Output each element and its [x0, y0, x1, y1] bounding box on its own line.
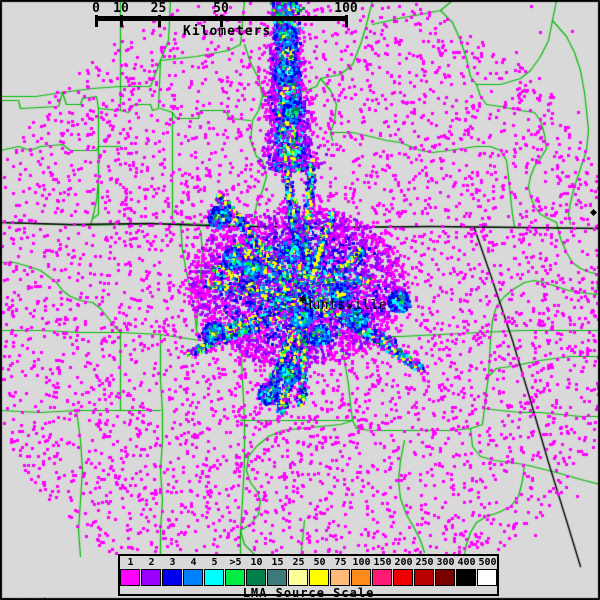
legend-swatch	[372, 569, 392, 586]
legend-title: LMA Source Scale	[242, 586, 375, 600]
legend-swatch-label: 1	[127, 557, 134, 568]
created-timestamp: Created 12/12/2012 5:44:11	[4, 575, 118, 600]
legend-swatch-label: 10	[250, 557, 263, 568]
created-label: Created	[4, 597, 118, 600]
legend-swatch-label: 4	[190, 557, 197, 568]
legend-label-row: 1 2 3 4 5 >5 10 15 25 50 75 100 150 200 250 300 400 500	[120, 557, 498, 568]
legend-swatch	[120, 569, 140, 586]
legend-swatch-label: 500	[478, 557, 497, 568]
legend-swatch	[309, 569, 329, 586]
legend-swatch	[393, 569, 413, 586]
scale-tick-label: 10	[113, 1, 129, 16]
legend-swatch	[225, 569, 245, 586]
legend-swatch	[456, 569, 476, 586]
legend-swatch-label: >5	[229, 557, 242, 568]
legend-swatch	[435, 569, 455, 586]
legend-swatch	[246, 569, 266, 586]
scale-tick	[157, 15, 161, 27]
legend-swatch-label: 75	[334, 557, 347, 568]
legend-swatch-label: 2	[148, 557, 155, 568]
legend-swatch-row	[120, 569, 498, 586]
legend-swatch-label: 50	[313, 557, 326, 568]
station-marker	[590, 209, 597, 216]
legend-swatch-label: 150	[373, 557, 392, 568]
star-marker: ✱	[299, 292, 307, 307]
legend-swatch-label: 100	[352, 557, 371, 568]
scale-tick-label: 50	[213, 1, 229, 16]
legend-swatch-label: 15	[271, 557, 284, 568]
scale-tick-label: 25	[150, 1, 167, 16]
legend-swatch	[162, 569, 182, 586]
legend-swatch	[183, 569, 203, 586]
legend-swatch-label: 25	[292, 557, 305, 568]
legend-swatch	[330, 569, 350, 586]
legend-swatch-label: 5	[211, 557, 218, 568]
legend-swatch	[267, 569, 287, 586]
scale-tick	[120, 15, 123, 27]
scale-tick-label: 100	[334, 1, 358, 16]
city-label-huntsville: Huntsville	[304, 298, 388, 313]
scale-tick-label: 0	[92, 1, 100, 16]
legend-swatch-label: 200	[394, 557, 413, 568]
legend-swatch-label: 250	[415, 557, 434, 568]
scale-bar-unit-label: Kilometers	[183, 24, 272, 39]
scale-bar-ticks	[95, 15, 348, 30]
scale-tick	[95, 15, 98, 27]
legend-swatch	[204, 569, 224, 586]
legend-swatch-label: 400	[457, 557, 476, 568]
legend-swatch-label: 300	[436, 557, 455, 568]
scale-tick	[220, 15, 223, 27]
legend-swatch	[351, 569, 371, 586]
legend-swatch	[414, 569, 434, 586]
scale-tick	[345, 15, 348, 27]
legend-swatch	[288, 569, 308, 586]
legend-swatch-label: 3	[169, 557, 176, 568]
legend-swatch	[477, 569, 497, 586]
legend-panel: 1 2 3 4 5 >5 10 15 25 50 75 100 150 200 250 300 400 500 L…	[118, 554, 499, 600]
scale-bar-labels: 0 10 25 50 100	[92, 0, 358, 16]
legend-swatch	[141, 569, 161, 586]
